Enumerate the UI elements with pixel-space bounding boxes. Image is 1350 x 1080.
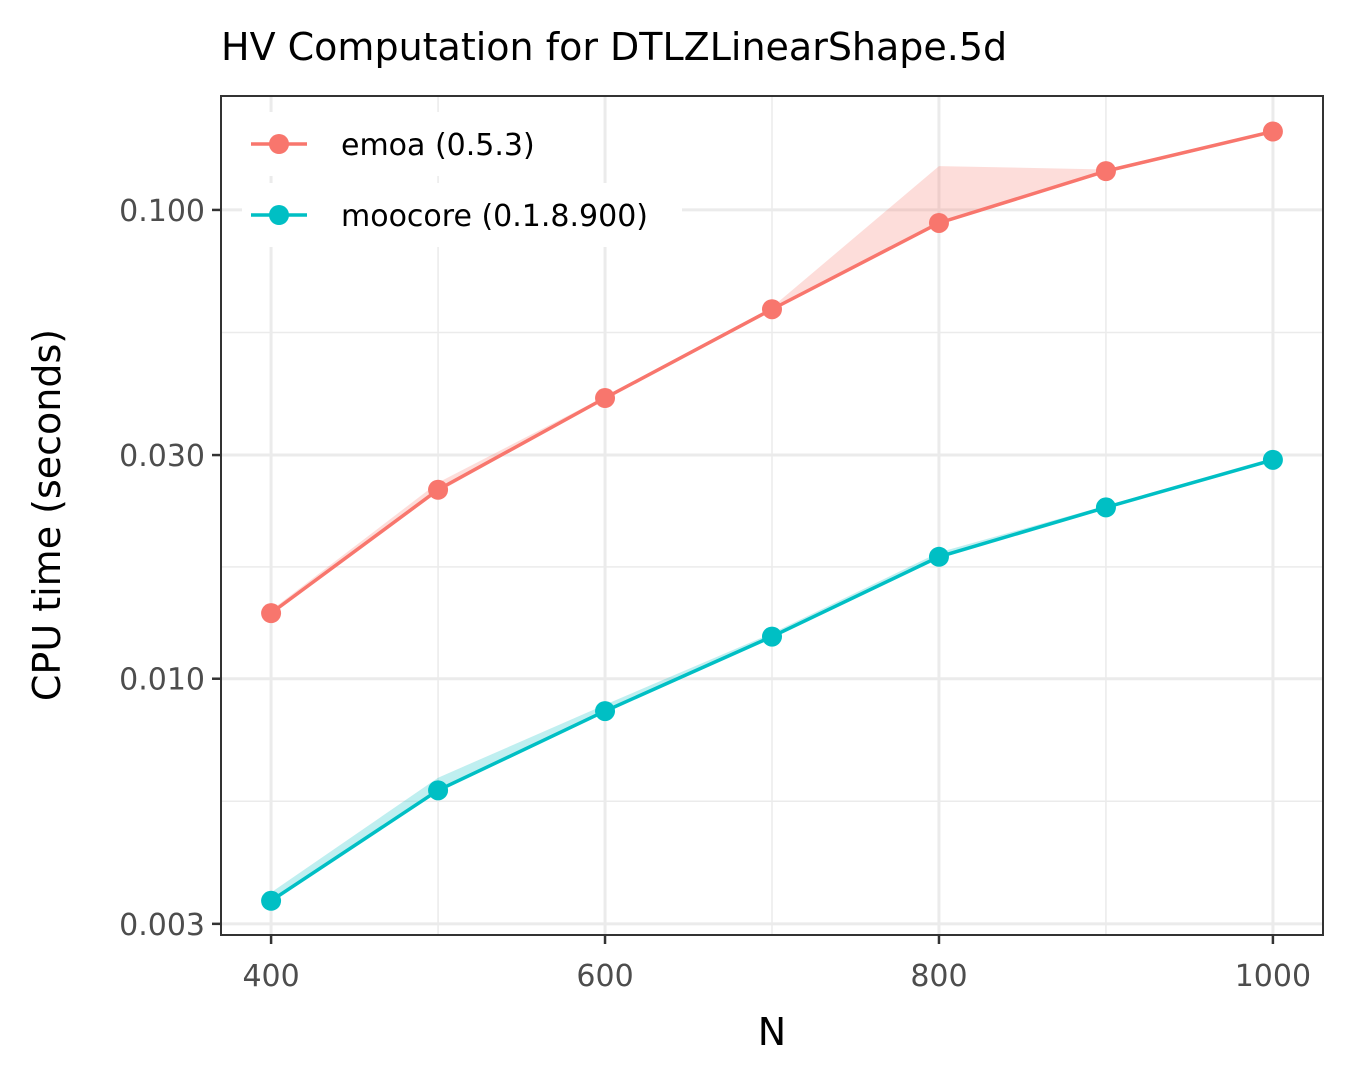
- data-point: [928, 212, 949, 233]
- data-point: [762, 299, 782, 320]
- data-point: [261, 603, 282, 624]
- legend-background: [242, 183, 682, 247]
- x-axis-title: N: [758, 1010, 786, 1054]
- x-tick-label: 800: [910, 959, 967, 994]
- series-points: [261, 121, 1283, 911]
- legend-label: moocore (0.1.8.900): [341, 199, 648, 234]
- legend-key-point: [269, 134, 289, 154]
- data-point: [261, 890, 282, 911]
- plot-border: [220, 95, 1324, 936]
- x-axis: 400 600 800 1000: [242, 935, 1311, 994]
- legend-key-point: [269, 205, 289, 225]
- y-tick-label: 0.100: [119, 194, 205, 229]
- legend: emoa (0.5.3) moocore (0.1.8.900): [242, 112, 682, 247]
- y-tick-label: 0.030: [119, 439, 205, 474]
- y-tick-label: 0.010: [119, 663, 205, 698]
- legend-label: emoa (0.5.3): [341, 128, 535, 163]
- y-axis: 0.003 0.010 0.030 0.100: [119, 194, 221, 943]
- data-point: [1095, 161, 1116, 182]
- data-point: [595, 388, 616, 409]
- chart-title: HV Computation for DTLZLinearShape.5d: [221, 25, 1007, 69]
- data-point: [928, 546, 949, 567]
- y-axis-title: CPU time (seconds): [25, 329, 69, 701]
- data-point: [428, 479, 449, 500]
- x-tick-label: 1000: [1235, 959, 1311, 994]
- data-point: [1262, 449, 1283, 470]
- x-tick-label: 600: [576, 959, 633, 994]
- data-point: [428, 780, 449, 801]
- data-point: [1095, 497, 1116, 518]
- data-point: [1262, 121, 1283, 142]
- data-point: [762, 626, 782, 647]
- y-tick-label: 0.003: [119, 908, 205, 943]
- data-point: [595, 701, 616, 722]
- x-tick-label: 400: [242, 959, 299, 994]
